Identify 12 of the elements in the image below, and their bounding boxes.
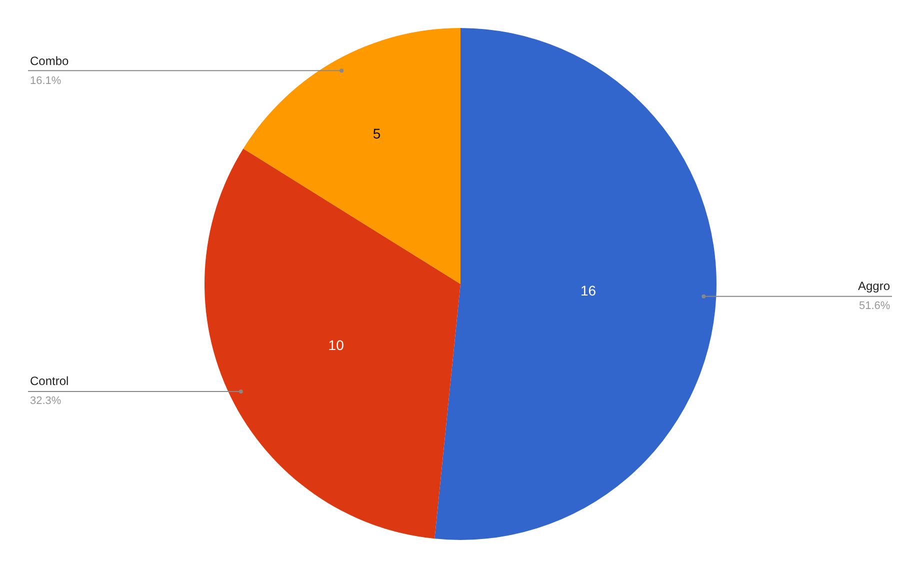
text: 32.3% <box>30 395 62 407</box>
data-label: 10 <box>328 336 344 353</box>
pie-slice <box>204 148 460 539</box>
text: 51.6% <box>859 300 890 312</box>
data-label: 5 <box>372 125 381 142</box>
pie-slice <box>434 28 716 540</box>
pie-slice <box>243 28 460 284</box>
slice-label: Control <box>30 374 69 388</box>
slice-label: Combo <box>30 54 70 68</box>
text: 16.1% <box>30 75 62 87</box>
data-label: 16 <box>580 282 596 298</box>
slice-label: Aggro <box>858 279 890 293</box>
